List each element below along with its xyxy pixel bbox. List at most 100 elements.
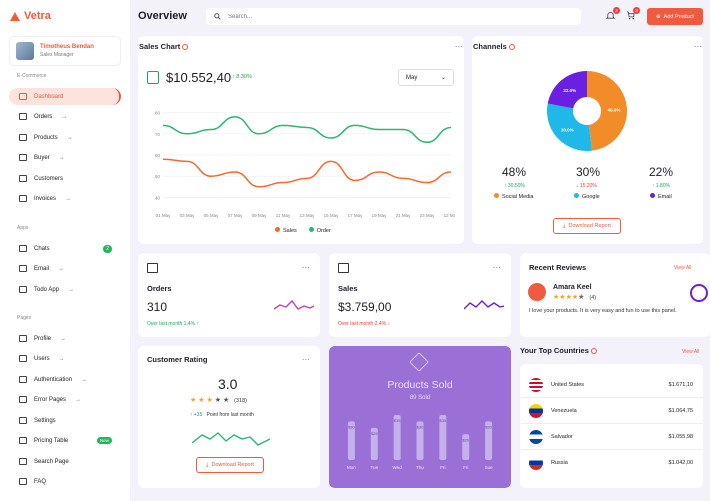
star-icon: ★ bbox=[198, 397, 205, 404]
x-tick-label: 21 May bbox=[396, 213, 412, 218]
slice-label: 30.0% bbox=[561, 127, 574, 132]
more-options-button[interactable]: ... bbox=[302, 261, 311, 270]
sidebar-item-users[interactable]: Users → bbox=[9, 350, 121, 367]
search-bar[interactable] bbox=[206, 8, 581, 25]
arrow-right-icon: → bbox=[81, 376, 88, 383]
bar-value-label: $20 bbox=[462, 437, 469, 442]
orders-value: 310 bbox=[147, 300, 168, 314]
cart-icon bbox=[626, 11, 635, 20]
invoice-icon bbox=[19, 195, 27, 202]
country-row[interactable]: Russia $1.042,00 bbox=[521, 450, 703, 476]
country-row[interactable]: United States $1.671,10 bbox=[521, 372, 703, 398]
arrow-right-icon: → bbox=[66, 134, 73, 141]
more-options-button[interactable]: ... bbox=[302, 353, 311, 362]
country-row[interactable]: Salvador $1.055,98 bbox=[521, 424, 703, 450]
countries-card bbox=[520, 364, 703, 488]
star-icon: ★ bbox=[571, 294, 579, 301]
x-tick-label: 07 May bbox=[228, 213, 244, 218]
x-tick-label: 09 May bbox=[252, 213, 268, 218]
flag-venezuela-icon bbox=[529, 403, 543, 418]
sidebar-item-label: Error Pages bbox=[34, 396, 67, 403]
add-product-label: Add Product bbox=[663, 13, 694, 20]
section-apps: Apps bbox=[17, 225, 29, 231]
sidebar-item-buyer[interactable]: Buyer → bbox=[9, 149, 121, 166]
x-tick-label: 19 May bbox=[372, 213, 388, 218]
arrow-right-icon: → bbox=[60, 335, 67, 342]
countries-view-all-link[interactable]: View All bbox=[682, 349, 700, 355]
legend-sales: Sales bbox=[275, 227, 297, 234]
channel-google-label: Google bbox=[574, 193, 600, 200]
reviews-title: Recent Reviews bbox=[529, 263, 587, 272]
more-options-button[interactable]: ... bbox=[493, 261, 502, 270]
x-tick-label: 05 May bbox=[204, 213, 220, 218]
sidebar-item-settings[interactable]: Settings bbox=[9, 412, 121, 429]
sidebar-item-label: Authentication bbox=[34, 376, 73, 383]
more-options-button[interactable]: ... bbox=[455, 40, 464, 49]
sidebar-item-customers[interactable]: Customers bbox=[9, 170, 121, 187]
channel-email-pct: 22% bbox=[649, 165, 674, 179]
sidebar-item-search-page[interactable]: Search Page bbox=[9, 453, 121, 470]
reviews-view-all-link[interactable]: View All bbox=[674, 265, 692, 271]
user-role: Sales Manager bbox=[40, 52, 74, 58]
products-sold-bar-chart: $30 Mon $25 Tue $35 Wed $30 Thu $35 Fri $20 Fri $30 S… bbox=[347, 415, 493, 470]
country-row[interactable]: Venezuela $1.064,75 bbox=[521, 398, 703, 424]
sales-sparkline bbox=[464, 300, 504, 310]
user-name: Timotheus Bendan bbox=[40, 44, 94, 50]
sidebar-item-error-pages[interactable]: Error Pages → bbox=[9, 391, 121, 408]
period-value: May bbox=[406, 74, 418, 81]
x-tick-label: Fri bbox=[463, 465, 468, 470]
sidebar-item-faq[interactable]: FAQ bbox=[9, 473, 121, 490]
rating-download-button[interactable]: ⤓ Download Report bbox=[196, 457, 264, 473]
star-icon: ★ bbox=[190, 397, 197, 404]
y-tick-label: 80 bbox=[155, 111, 161, 116]
more-options-button[interactable]: ... bbox=[694, 40, 703, 49]
sidebar-item-invoices[interactable]: Invoices → bbox=[9, 190, 121, 207]
reviewer-avatar-next[interactable] bbox=[690, 284, 708, 302]
bar bbox=[485, 421, 493, 460]
channels-donut-chart: 48.0% 30.0% 22.0% bbox=[547, 71, 627, 151]
sidebar-item-dashboard[interactable]: Dashboard bbox=[9, 88, 121, 105]
sidebar-item-authentication[interactable]: Authentication → bbox=[9, 371, 121, 388]
rating-wave bbox=[192, 432, 270, 446]
products-sold-card bbox=[329, 346, 511, 488]
sidebar-item-todo[interactable]: Todo App → bbox=[9, 281, 121, 298]
sales-title: Sales bbox=[338, 284, 358, 293]
channel-social-change: ↑ 30.50% bbox=[504, 183, 525, 189]
sidebar-item-chats[interactable]: Chats 2 bbox=[9, 240, 121, 257]
period-select[interactable]: May ⌄ bbox=[398, 69, 454, 86]
flag-salvador-icon bbox=[529, 429, 543, 444]
arrow-right-icon: → bbox=[61, 113, 68, 120]
sidebar-item-orders[interactable]: Orders → bbox=[9, 108, 121, 125]
sidebar-item-pricing-table[interactable]: Pricing Table New bbox=[9, 432, 121, 449]
chat-count-badge: 2 bbox=[103, 244, 112, 253]
reviewer-avatar bbox=[528, 283, 546, 301]
lock-icon bbox=[19, 376, 27, 383]
sidebar-item-label: Pricing Table bbox=[34, 437, 69, 444]
download-report-button[interactable]: ⤓ Download Report bbox=[553, 218, 621, 234]
products-sold-subtitle: 89 Sold bbox=[409, 395, 431, 401]
sidebar-item-email[interactable]: Email → bbox=[9, 260, 121, 277]
search-input[interactable] bbox=[228, 13, 528, 20]
add-product-button[interactable]: ⊕ Add Product bbox=[647, 8, 703, 25]
sidebar-item-profile[interactable]: Profile → bbox=[9, 330, 121, 347]
bar-value-label: $25 bbox=[371, 431, 378, 436]
notifications-button[interactable]: 2 bbox=[605, 7, 620, 21]
info-icon bbox=[182, 44, 189, 51]
rating-point-change: ↑ +35 Point from last month bbox=[190, 412, 254, 418]
review-text: I love your products. It is very easy an… bbox=[529, 308, 677, 314]
sales-card bbox=[329, 253, 511, 337]
arrow-right-icon: → bbox=[58, 355, 65, 362]
bar-value-label: $30 bbox=[417, 424, 424, 429]
box-icon bbox=[19, 134, 27, 141]
sidebar-item-products[interactable]: Products → bbox=[9, 129, 121, 146]
user-card[interactable]: Timotheus Bendan Sales Manager bbox=[9, 36, 121, 66]
sidebar-item-label: Chats bbox=[34, 245, 50, 252]
cart-button[interactable]: 3 bbox=[626, 7, 640, 21]
logo-text: Vetra bbox=[24, 10, 51, 22]
gear-icon bbox=[19, 417, 27, 424]
star-icon: ★ bbox=[578, 294, 585, 301]
basket-icon bbox=[147, 263, 158, 273]
star-icon: ★ bbox=[565, 294, 572, 301]
app-logo[interactable]: Vetra bbox=[10, 10, 51, 22]
x-tick-label: 12 May bbox=[444, 213, 455, 218]
